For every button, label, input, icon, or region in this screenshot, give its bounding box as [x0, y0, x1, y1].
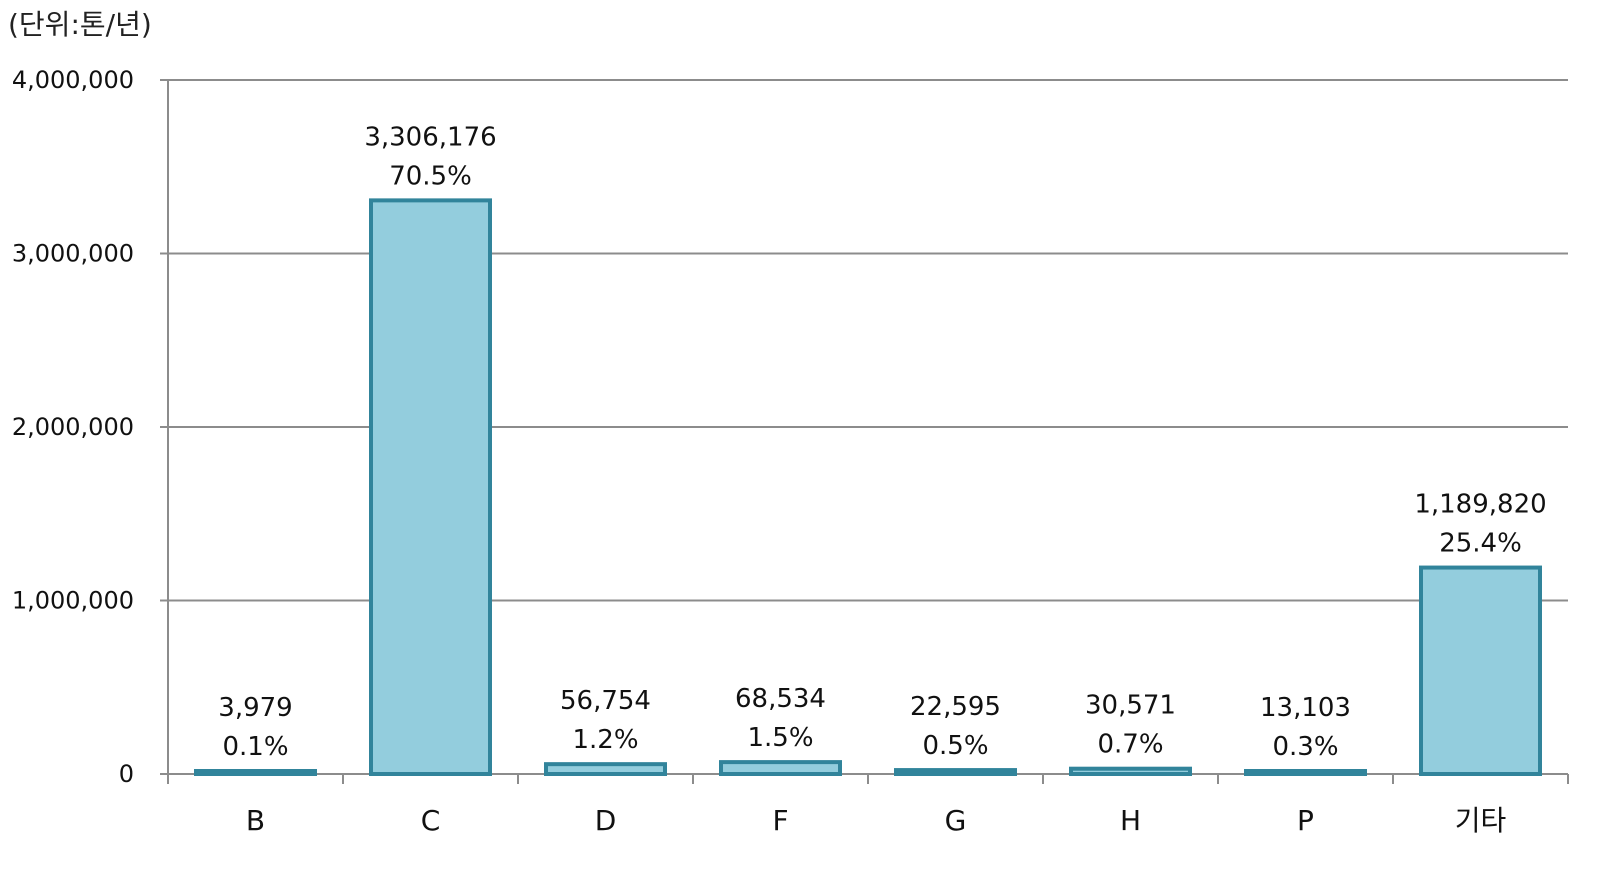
- x-tick-label: H: [1120, 804, 1141, 837]
- bar-8: [1419, 565, 1542, 776]
- percent-label: 0.7%: [1097, 730, 1163, 760]
- bar-2: [369, 198, 492, 776]
- x-tick-label: 기타: [1455, 804, 1507, 837]
- bars: [194, 198, 1542, 777]
- value-label: 3,979: [218, 693, 292, 723]
- bar-7: [1244, 769, 1367, 776]
- value-label: 22,595: [910, 692, 1001, 722]
- value-label: 56,754: [560, 686, 651, 716]
- percent-label: 70.5%: [389, 161, 472, 191]
- percent-label: 0.1%: [222, 732, 288, 762]
- value-label: 3,306,176: [364, 122, 496, 152]
- bar-4: [719, 760, 842, 777]
- value-label: 1,189,820: [1414, 490, 1546, 520]
- percent-label: 0.3%: [1272, 732, 1338, 762]
- y-tick-label: 4,000,000: [12, 66, 134, 94]
- data-labels: 0.1% 3,979 70.5% 3,306,176 1.2% 56,754 1.5% 68,…: [218, 122, 1546, 762]
- y-tick-label: 0: [119, 760, 134, 788]
- x-tick-label: F: [772, 804, 788, 837]
- y-tick-label: 3,000,000: [12, 240, 134, 268]
- value-label: 13,103: [1260, 693, 1351, 723]
- x-tick-label: D: [595, 804, 617, 837]
- bar-6: [1069, 766, 1192, 776]
- x-tick-label: B: [246, 804, 265, 837]
- percent-label: 1.2%: [572, 725, 638, 755]
- x-tick-label: P: [1297, 804, 1314, 837]
- axes: 0 1,000,000 2,000,000 3,000,000 4,000,000 B C D…: [12, 66, 1569, 837]
- value-label: 30,571: [1085, 691, 1176, 721]
- unit-label: (단위:톤/년): [8, 8, 152, 41]
- y-tick-label: 2,000,000: [12, 413, 134, 441]
- x-tick-label: G: [945, 804, 967, 837]
- percent-label: 1.5%: [747, 723, 813, 753]
- bar-5: [894, 768, 1017, 777]
- x-tick-label: C: [421, 804, 441, 837]
- y-tick-label: 1,000,000: [12, 587, 134, 615]
- bar-3: [544, 762, 667, 777]
- value-label: 68,534: [735, 684, 826, 714]
- percent-label: 0.5%: [922, 731, 988, 761]
- percent-label: 25.4%: [1439, 529, 1522, 559]
- bar-1: [194, 769, 317, 776]
